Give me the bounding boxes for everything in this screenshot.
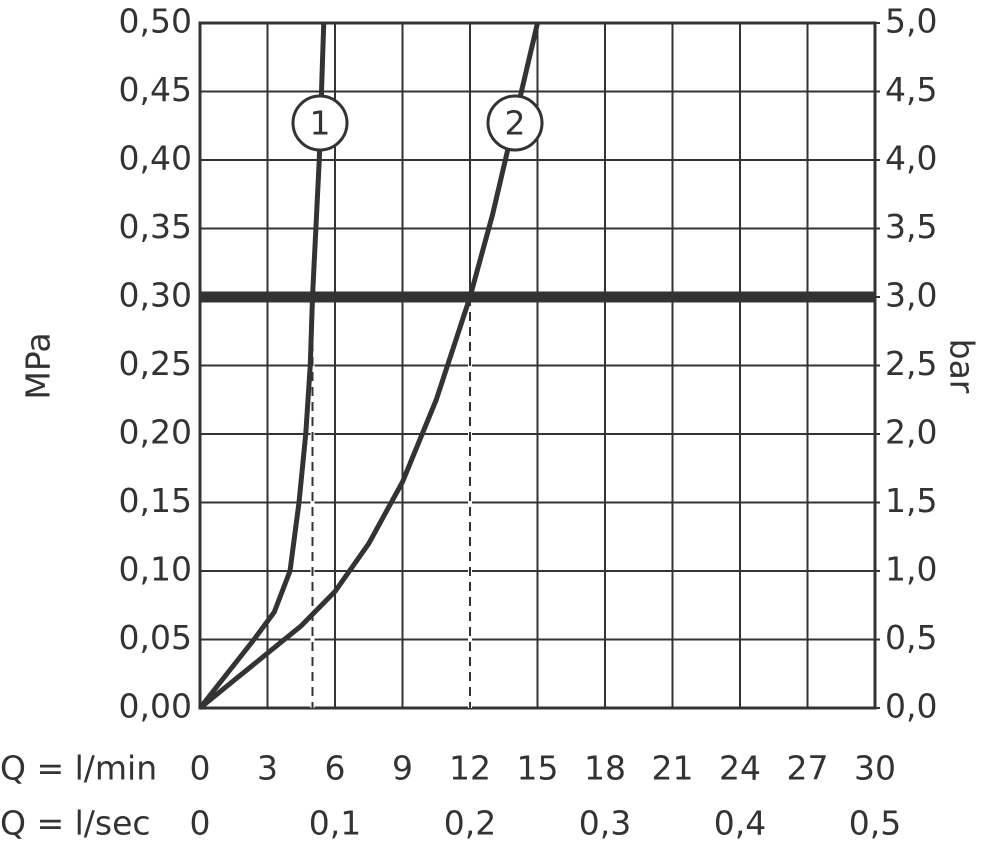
curve-marker	[486, 94, 544, 152]
x2-tick-label: 0	[190, 804, 211, 841]
y2-axis-label: bar	[943, 339, 982, 394]
y2-tick-label: 4,0	[885, 139, 937, 178]
x-tick-label: 21	[652, 749, 694, 788]
y-tick-label: 0,20	[119, 413, 192, 452]
y-tick-label: 0,40	[119, 139, 192, 178]
x-tick-label: 12	[449, 749, 491, 788]
x-tick-label: 30	[854, 749, 896, 788]
curve-label: 2	[505, 104, 526, 143]
x-tick-label: 6	[325, 749, 346, 788]
y-tick-label: 0,10	[119, 550, 192, 589]
x-tick-label: 18	[584, 749, 626, 788]
curve	[198, 22, 327, 710]
y-tick-label: 0,30	[119, 276, 192, 315]
y2-tick-label: 0,0	[885, 687, 937, 726]
y-tick-label: 0,00	[119, 687, 192, 726]
y2-tick-label: 3,0	[885, 276, 937, 315]
y-tick-label: 0,15	[119, 481, 192, 520]
curve-label: 1	[310, 104, 331, 143]
y-axis-label: MPa	[19, 332, 58, 399]
x2-axis-label: Q = l/sec	[0, 804, 151, 841]
y2-tick-label: 4,5	[885, 70, 937, 109]
y2-tick-label: 2,0	[885, 413, 937, 452]
curve	[198, 22, 540, 710]
y-tick-label: 0,25	[119, 344, 192, 383]
curve-marker	[291, 94, 349, 152]
x-tick-label: 0	[190, 749, 211, 788]
x2-tick-label: 0,2	[444, 804, 496, 841]
x2-tick-label: 0,3	[579, 804, 631, 841]
y2-tick-label: 5,0	[885, 2, 937, 41]
y2-tick-label: 0,5	[885, 618, 937, 657]
y-tick-label: 0,35	[119, 207, 192, 246]
y-tick-label: 0,05	[119, 618, 192, 657]
x-tick-label: 3	[257, 749, 278, 788]
x2-tick-label: 0,5	[849, 804, 901, 841]
x-tick-label: 15	[517, 749, 559, 788]
y2-tick-label: 1,5	[885, 481, 937, 520]
x-tick-label: 24	[719, 749, 761, 788]
y2-tick-label: 3,5	[885, 207, 937, 246]
x-tick-label: 27	[787, 749, 829, 788]
y2-tick-label: 1,0	[885, 550, 937, 589]
x-tick-label: 9	[392, 749, 413, 788]
x2-tick-label: 0,1	[309, 804, 361, 841]
y-tick-label: 0,50	[119, 2, 192, 41]
y-tick-label: 0,45	[119, 70, 192, 109]
x-axis-label: Q = l/min	[0, 749, 157, 788]
x2-tick-label: 0,4	[714, 804, 766, 841]
y2-tick-label: 2,5	[885, 344, 937, 383]
